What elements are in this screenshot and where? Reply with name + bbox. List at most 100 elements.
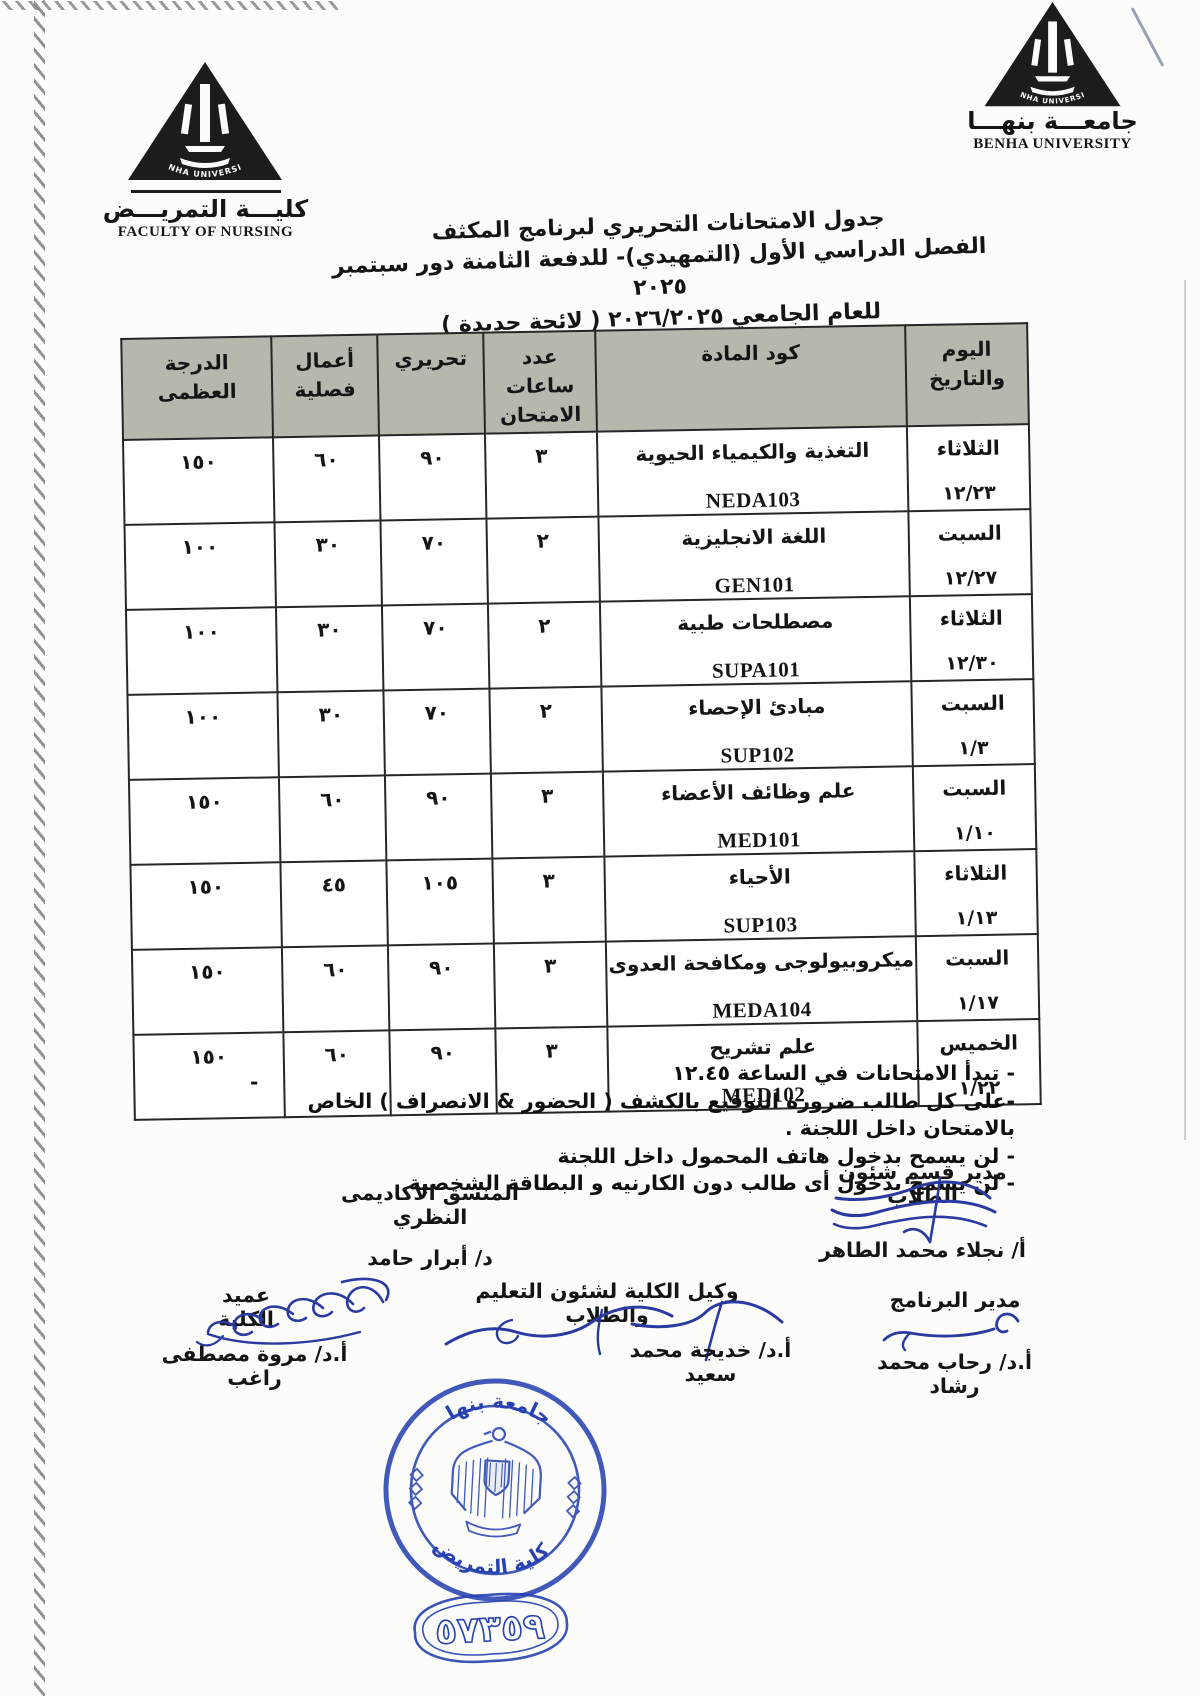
table-row: الثلاثاء ١٢/٢٣ التغذية والكيمياء الحيوية… [123, 424, 1031, 525]
max-grade-cell: ١٥٠ [131, 947, 284, 1035]
exam-date: ١٢/٣٠ [945, 651, 999, 675]
coursework-cell: ٣٠ [274, 520, 382, 608]
academic-coordinator-name: د/ أبرار حامد [367, 1246, 493, 1270]
stamp-ornament-right [565, 1475, 582, 1519]
day-name: السبت [941, 775, 1007, 801]
course-cell: اللغة الانجليزية GEN101 [598, 511, 910, 602]
stamp-faculty-text: كلية التمريض [428, 1532, 555, 1582]
exam-date: ١/١٣ [955, 906, 998, 930]
page-edge-line [1184, 280, 1186, 1140]
table-row: السبت ١/٣ مبادئ الإحصاء SUP102 ٢ ٧٠ ٣٠ ١… [127, 679, 1035, 780]
exam-date: ١/١٧ [956, 991, 1000, 1015]
vice-dean-signature [444, 1300, 784, 1362]
day-name: السبت [940, 690, 1005, 716]
hours-cell: ٣ [484, 431, 599, 519]
hours-cell: ٢ [489, 686, 603, 774]
exam-schedule-table: اليوم والتاريخ كود المادة عدد ساعات الام… [120, 322, 1041, 1121]
program-director-name: أ.د/ رحاب محمد رشاد [876, 1350, 1033, 1398]
written-cell: ١٠٥ [386, 858, 494, 946]
coursework-cell: ٦٠ [278, 775, 387, 863]
table-row: السبت ١٢/٢٧ اللغة الانجليزية GEN101 ٢ ٧٠… [124, 509, 1032, 610]
table-header-row: اليوم والتاريخ كود المادة عدد ساعات الام… [121, 323, 1029, 440]
exam-date: ١/١٠ [953, 821, 997, 845]
course-name: مصطلحات طبية [677, 608, 834, 636]
coursework-cell: ٤٥ [280, 860, 388, 948]
hours-cell: ٣ [490, 771, 605, 859]
day-name: السبت [937, 520, 1003, 546]
exam-notes: - تبدأ الامتحانات في الساعة ١٢.٤٥ -على ك… [285, 1060, 1015, 1198]
svg-text:كلية التمريض: كلية التمريض [428, 1532, 555, 1582]
student-affairs-name: أ/ نجلاء محمد الطاهر [819, 1238, 1026, 1262]
hours-cell: ٢ [486, 516, 600, 604]
day-date-cell: السبت ١/١٠ [912, 764, 1037, 852]
written-cell: ٩٠ [384, 773, 493, 861]
header-day-date: اليوم والتاريخ [905, 323, 1029, 427]
day-name: الثلاثاء [939, 605, 1003, 631]
max-grade-cell: ١٥٠ [128, 777, 281, 865]
faculty-round-stamp: جامعة بنها كلية التمريض [383, 1378, 607, 1602]
exam-date: ١/٣ [958, 736, 989, 760]
day-date-cell: السبت ١/١٧ [915, 934, 1040, 1022]
faculty-name-arabic: كليـــة التمريـــض [102, 195, 309, 223]
hours-cell: ٢ [487, 601, 602, 689]
exam-date: ١٢/٢٧ [943, 566, 998, 590]
university-name-arabic: جامعـــة بنهـــا [967, 107, 1138, 135]
written-cell: ٧٠ [380, 518, 488, 606]
written-cell: ٩٠ [387, 943, 496, 1031]
program-director-role: مدير البرنامج [889, 1288, 1021, 1312]
written-cell: ٧٠ [381, 603, 490, 691]
stamp-serial-number: ٥٧٣٥٩ [413, 1592, 569, 1664]
course-name: مبادئ الإحصاء [687, 693, 826, 721]
max-grade-cell: ١٥٠ [130, 862, 282, 950]
dean-signature [195, 1277, 390, 1347]
faculty-of-nursing-logo: BENHA UNIVERSITY كليـــة التمريـــض FACU… [88, 62, 323, 241]
course-cell: علم وظائف الأعضاء MED101 [602, 766, 915, 857]
vice-dean-role: وكيل الكلية لشئون التعليم والطلاب [475, 1279, 739, 1327]
day-date-cell: الثلاثاء ١/١٣ [914, 849, 1038, 937]
coursework-cell: ٣٠ [275, 605, 384, 693]
program-director-signature [882, 1312, 1020, 1352]
note-no-phones: - لن يسمح بدخول هاتف المحمول داخل اللجنة [557, 1143, 1015, 1168]
table-row: الثلاثاء ١٢/٣٠ مصطلحات طبية SUPA101 ٢ ٧٠… [125, 594, 1034, 695]
day-date-cell: الثلاثاء ١٢/٣٠ [909, 594, 1034, 682]
university-triangle-emblem-icon: BENHA UNIVERSITY [983, 2, 1121, 107]
max-grade-cell: ١٥٠ [133, 1032, 285, 1120]
student-affairs-signature [830, 1176, 997, 1244]
exam-date: ١٢/٢٣ [942, 481, 996, 505]
course-name: علم وظائف الأعضاء [660, 778, 856, 806]
course-cell: التغذية والكيمياء الحيوية NEDA103 [596, 426, 909, 517]
faculty-name-english: FACULTY OF NURSING [117, 223, 294, 240]
course-cell: الأحياء SUP103 [604, 851, 916, 942]
course-name: التغذية والكيمياء الحيوية [635, 437, 870, 466]
course-name: ميكروبيولوجى ومكافحة العدوى [608, 947, 915, 977]
written-cell: ٧٠ [383, 688, 491, 776]
perforation-edge-left [34, 0, 45, 1696]
course-name: اللغة الانجليزية [681, 523, 827, 551]
course-name: الأحياء [728, 864, 791, 890]
note-id-required: - لن يسمح بدخول أى طالب دون الكارنيه و ا… [408, 1171, 1015, 1195]
table-row: الثلاثاء ١/١٣ الأحياء SUP103 ٣ ١٠٥ ٤٥ ١٥… [130, 849, 1038, 950]
header-exam-hours: عدد ساعات الامتحان [483, 330, 597, 434]
day-date-cell: السبت ١٢/٢٧ [908, 509, 1032, 597]
logo-divider [130, 190, 281, 193]
note-start-time: - تبدأ الامتحانات في الساعة ١٢.٤٥ [672, 1061, 1015, 1085]
course-name: علم تشريح [709, 1033, 817, 1060]
table-row: السبت ١/١٧ ميكروبيولوجى ومكافحة العدوى M… [131, 934, 1040, 1035]
max-grade-cell: ١٠٠ [125, 607, 278, 695]
course-cell: مصطلحات طبية SUPA101 [599, 596, 912, 687]
max-grade-cell: ١٥٠ [123, 437, 275, 525]
coursework-cell: ٣٠ [277, 690, 385, 778]
eagle-emblem-icon [450, 1427, 542, 1538]
day-date-cell: الثلاثاء ١٢/٢٣ [906, 424, 1031, 512]
header-written: تحريري [377, 332, 485, 436]
perforation-edge-top [0, 1, 338, 10]
dean-role: عميد الكلية [218, 1283, 274, 1331]
course-cell: مبادئ الإحصاء SUP102 [601, 681, 913, 772]
university-triangle-emblem-icon: BENHA UNIVERSITY [128, 62, 282, 180]
coursework-cell: ٦٠ [272, 435, 381, 523]
academic-coordinator-role: المنسق الاكاديمى النظري [341, 1181, 519, 1229]
coursework-cell: ٦٠ [281, 945, 390, 1033]
max-grade-cell: ١٠٠ [127, 692, 279, 780]
day-date-cell: السبت ١/٣ [911, 679, 1035, 767]
